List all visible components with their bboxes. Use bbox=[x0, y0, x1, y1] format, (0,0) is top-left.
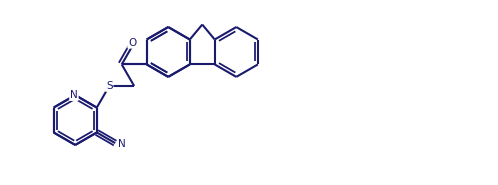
Text: N: N bbox=[70, 90, 78, 100]
Text: N: N bbox=[119, 139, 126, 149]
Text: S: S bbox=[106, 81, 113, 91]
Text: O: O bbox=[128, 38, 136, 48]
